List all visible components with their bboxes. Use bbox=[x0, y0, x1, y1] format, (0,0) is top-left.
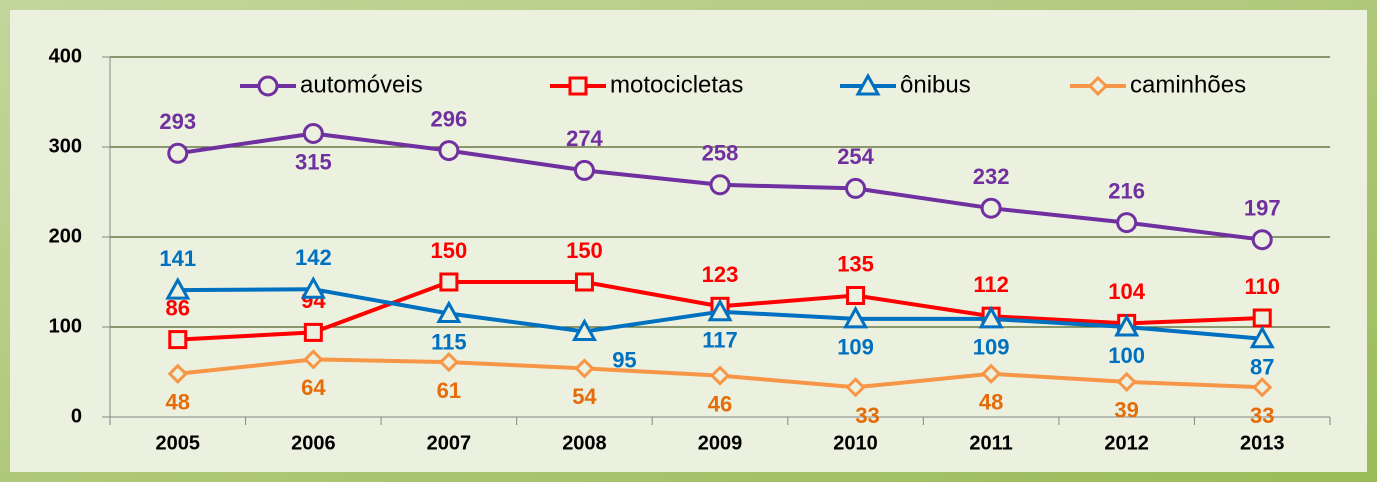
data-label: 254 bbox=[837, 144, 874, 169]
legend-marker bbox=[1087, 75, 1109, 97]
data-label: 87 bbox=[1250, 355, 1274, 380]
data-point bbox=[1252, 377, 1273, 398]
data-point bbox=[573, 159, 595, 181]
data-point bbox=[1251, 229, 1273, 251]
data-label: 216 bbox=[1108, 178, 1145, 203]
data-label: 33 bbox=[855, 403, 879, 428]
y-tick-label: 100 bbox=[49, 315, 82, 337]
data-point bbox=[167, 142, 189, 164]
data-label: 39 bbox=[1114, 398, 1138, 423]
data-label: 54 bbox=[572, 384, 597, 409]
x-tick-label: 2011 bbox=[969, 432, 1012, 454]
data-point bbox=[438, 140, 460, 162]
data-point bbox=[843, 305, 869, 329]
data-point bbox=[845, 377, 866, 398]
data-point bbox=[709, 174, 731, 196]
data-point bbox=[168, 330, 188, 350]
y-tick-label: 200 bbox=[49, 225, 82, 247]
data-label: 258 bbox=[702, 141, 739, 166]
data-label: 33 bbox=[1250, 403, 1274, 428]
legend-label: caminhões bbox=[1130, 71, 1246, 98]
data-label: 48 bbox=[166, 390, 190, 415]
data-point bbox=[438, 351, 460, 373]
y-tick-label: 400 bbox=[49, 45, 82, 67]
data-label: 150 bbox=[431, 238, 468, 263]
data-label: 115 bbox=[431, 329, 467, 354]
legend-label: automóveis bbox=[300, 71, 423, 98]
data-point bbox=[165, 277, 191, 300]
data-label: 100 bbox=[1108, 343, 1145, 368]
legend-marker bbox=[568, 76, 588, 96]
data-point bbox=[1116, 212, 1138, 234]
data-label: 48 bbox=[979, 390, 1003, 415]
legend-label: ônibus bbox=[900, 71, 971, 98]
data-point bbox=[300, 276, 326, 299]
data-point bbox=[846, 286, 866, 305]
x-tick-label: 2010 bbox=[833, 432, 878, 454]
data-point bbox=[574, 358, 595, 379]
x-tick-label: 2009 bbox=[698, 432, 743, 454]
data-point bbox=[980, 363, 1002, 384]
data-label: 61 bbox=[437, 378, 461, 403]
data-point bbox=[303, 322, 323, 342]
data-label: 135 bbox=[837, 251, 874, 276]
data-point bbox=[1116, 371, 1137, 393]
x-tick-label: 2006 bbox=[291, 432, 336, 454]
x-tick-label: 2012 bbox=[1104, 432, 1149, 454]
y-tick-label: 300 bbox=[49, 135, 82, 157]
data-point bbox=[709, 365, 731, 386]
data-label: 296 bbox=[431, 106, 468, 131]
data-label: 46 bbox=[708, 391, 732, 416]
data-point bbox=[436, 300, 462, 323]
data-point bbox=[1249, 325, 1275, 349]
data-point bbox=[574, 272, 594, 292]
legend-label: motocicletas bbox=[610, 71, 743, 98]
data-label: 293 bbox=[159, 109, 196, 134]
data-label: 141 bbox=[159, 246, 196, 271]
data-label: 110 bbox=[1244, 274, 1280, 299]
data-point bbox=[978, 305, 1004, 329]
y-tick-label: 0 bbox=[71, 405, 82, 427]
data-label: 150 bbox=[566, 238, 603, 263]
data-point bbox=[980, 197, 1002, 219]
data-label: 64 bbox=[301, 375, 326, 400]
legend-marker bbox=[855, 72, 881, 96]
data-point bbox=[1252, 308, 1272, 328]
data-label: 104 bbox=[1108, 279, 1145, 304]
data-point bbox=[1114, 313, 1140, 337]
data-point bbox=[571, 318, 597, 341]
x-tick-label: 2007 bbox=[427, 432, 472, 454]
data-label: 117 bbox=[702, 328, 738, 353]
data-label: 197 bbox=[1244, 196, 1281, 221]
data-point bbox=[439, 272, 459, 292]
data-point bbox=[845, 177, 867, 199]
data-label: 232 bbox=[973, 164, 1010, 189]
data-label: 142 bbox=[295, 245, 332, 270]
data-point bbox=[303, 349, 324, 370]
data-label: 112 bbox=[973, 272, 1009, 297]
x-tick-label: 2005 bbox=[156, 432, 201, 454]
data-label: 315 bbox=[295, 149, 332, 174]
data-label: 109 bbox=[837, 335, 874, 360]
data-label: 123 bbox=[702, 262, 739, 287]
data-point bbox=[302, 123, 324, 144]
data-label: 274 bbox=[566, 126, 603, 151]
data-label: 109 bbox=[973, 335, 1010, 360]
legend-marker bbox=[257, 75, 279, 97]
x-tick-label: 2013 bbox=[1240, 432, 1285, 454]
x-tick-label: 2008 bbox=[562, 432, 607, 454]
data-point bbox=[167, 363, 188, 384]
data-point bbox=[707, 298, 733, 322]
